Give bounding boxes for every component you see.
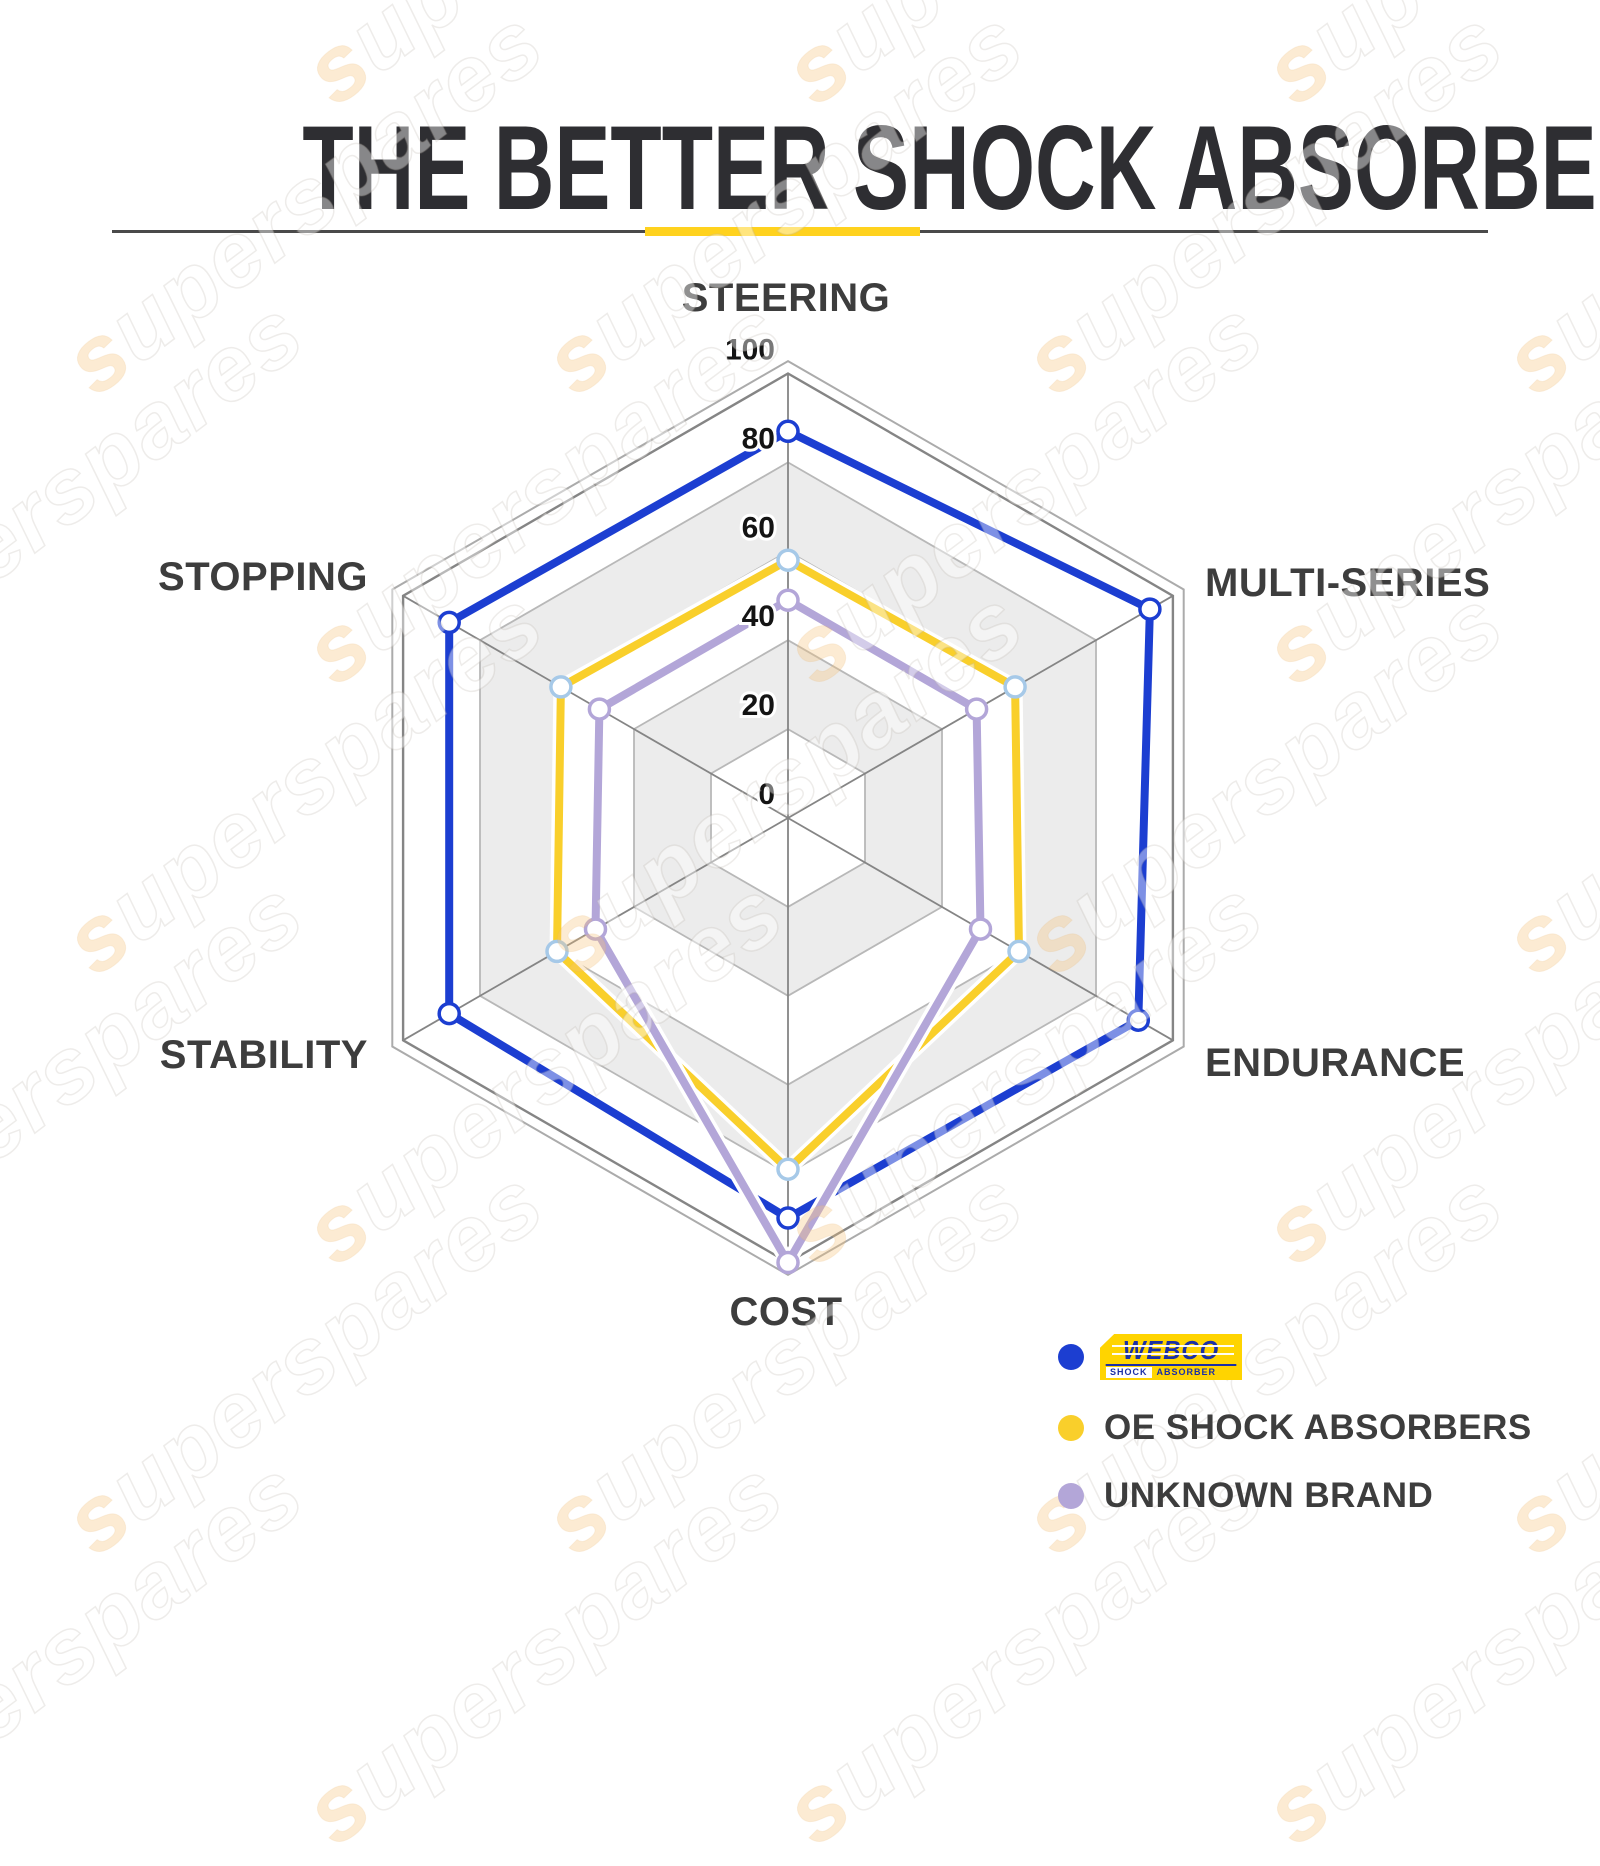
legend-dot-webco bbox=[1058, 1344, 1084, 1370]
radar-tick-label: 0 bbox=[758, 778, 775, 811]
legend-item-oe: OE SHOCK ABSORBERS bbox=[1058, 1408, 1532, 1448]
series-marker-0 bbox=[776, 1206, 800, 1230]
radar-axis-label-5: STOPPING bbox=[158, 555, 368, 599]
series-marker-0 bbox=[1138, 597, 1162, 621]
legend-dot-unknown bbox=[1058, 1483, 1084, 1509]
series-marker-1 bbox=[1003, 675, 1027, 699]
webco-logo-word: WEBCO bbox=[1105, 1336, 1237, 1366]
series-marker-0 bbox=[1126, 1008, 1151, 1032]
radar-axis-label-4: STABILITY bbox=[160, 1033, 368, 1077]
series-marker-1 bbox=[776, 1157, 800, 1181]
legend-label-oe: OE SHOCK ABSORBERS bbox=[1104, 1408, 1532, 1447]
radar-axis-label-0: STEERING bbox=[682, 276, 890, 320]
legend-item-webco: WEBCO SHOCK ABSORBER bbox=[1058, 1334, 1242, 1380]
series-marker-0 bbox=[776, 419, 800, 444]
radar-tick-label: 60 bbox=[742, 511, 775, 544]
series-marker-2 bbox=[776, 588, 800, 612]
series-marker-2 bbox=[776, 1250, 800, 1275]
series-marker-2 bbox=[587, 697, 612, 721]
series-marker-0 bbox=[437, 1001, 461, 1026]
series-marker-2 bbox=[968, 917, 993, 941]
radar-tick-label: 40 bbox=[742, 600, 775, 633]
title-divider-accent bbox=[645, 227, 920, 236]
radar-tick-label: 20 bbox=[742, 689, 775, 722]
legend-item-unknown: UNKNOWN BRAND bbox=[1058, 1476, 1433, 1516]
series-marker-1 bbox=[549, 675, 573, 699]
legend-dot-oe bbox=[1058, 1415, 1084, 1441]
radar-axis-label-1: MULTI-SERIES bbox=[1205, 561, 1490, 605]
series-marker-1 bbox=[545, 939, 569, 964]
radar-tick-label: 80 bbox=[742, 422, 775, 455]
series-marker-1 bbox=[776, 548, 800, 572]
radar-axis-label-2: ENDURANCE bbox=[1205, 1041, 1465, 1085]
webco-logo: WEBCO SHOCK ABSORBER bbox=[1100, 1334, 1242, 1380]
series-marker-1 bbox=[1007, 939, 1031, 964]
radar-tick-label: 100 bbox=[725, 334, 775, 367]
page-title-text: THE BETTER SHOCK ABSORBERS bbox=[302, 101, 1600, 235]
series-marker-0 bbox=[437, 610, 461, 635]
series-marker-2 bbox=[583, 917, 608, 941]
radar-outer-border bbox=[391, 359, 1185, 1277]
legend-label-unknown: UNKNOWN BRAND bbox=[1104, 1476, 1434, 1515]
radar-chart: 0 20 40 60 80 100 STEERING MULTI-SERIES ENDURANC… bbox=[158, 276, 1490, 1334]
page-title: THE BETTER SHOCK ABSORBERS bbox=[0, 104, 1600, 232]
radar-axis-label-3: COST bbox=[729, 1290, 842, 1334]
series-marker-2 bbox=[964, 697, 989, 721]
webco-logo-subtitle: SHOCK ABSORBER bbox=[1100, 1367, 1242, 1378]
